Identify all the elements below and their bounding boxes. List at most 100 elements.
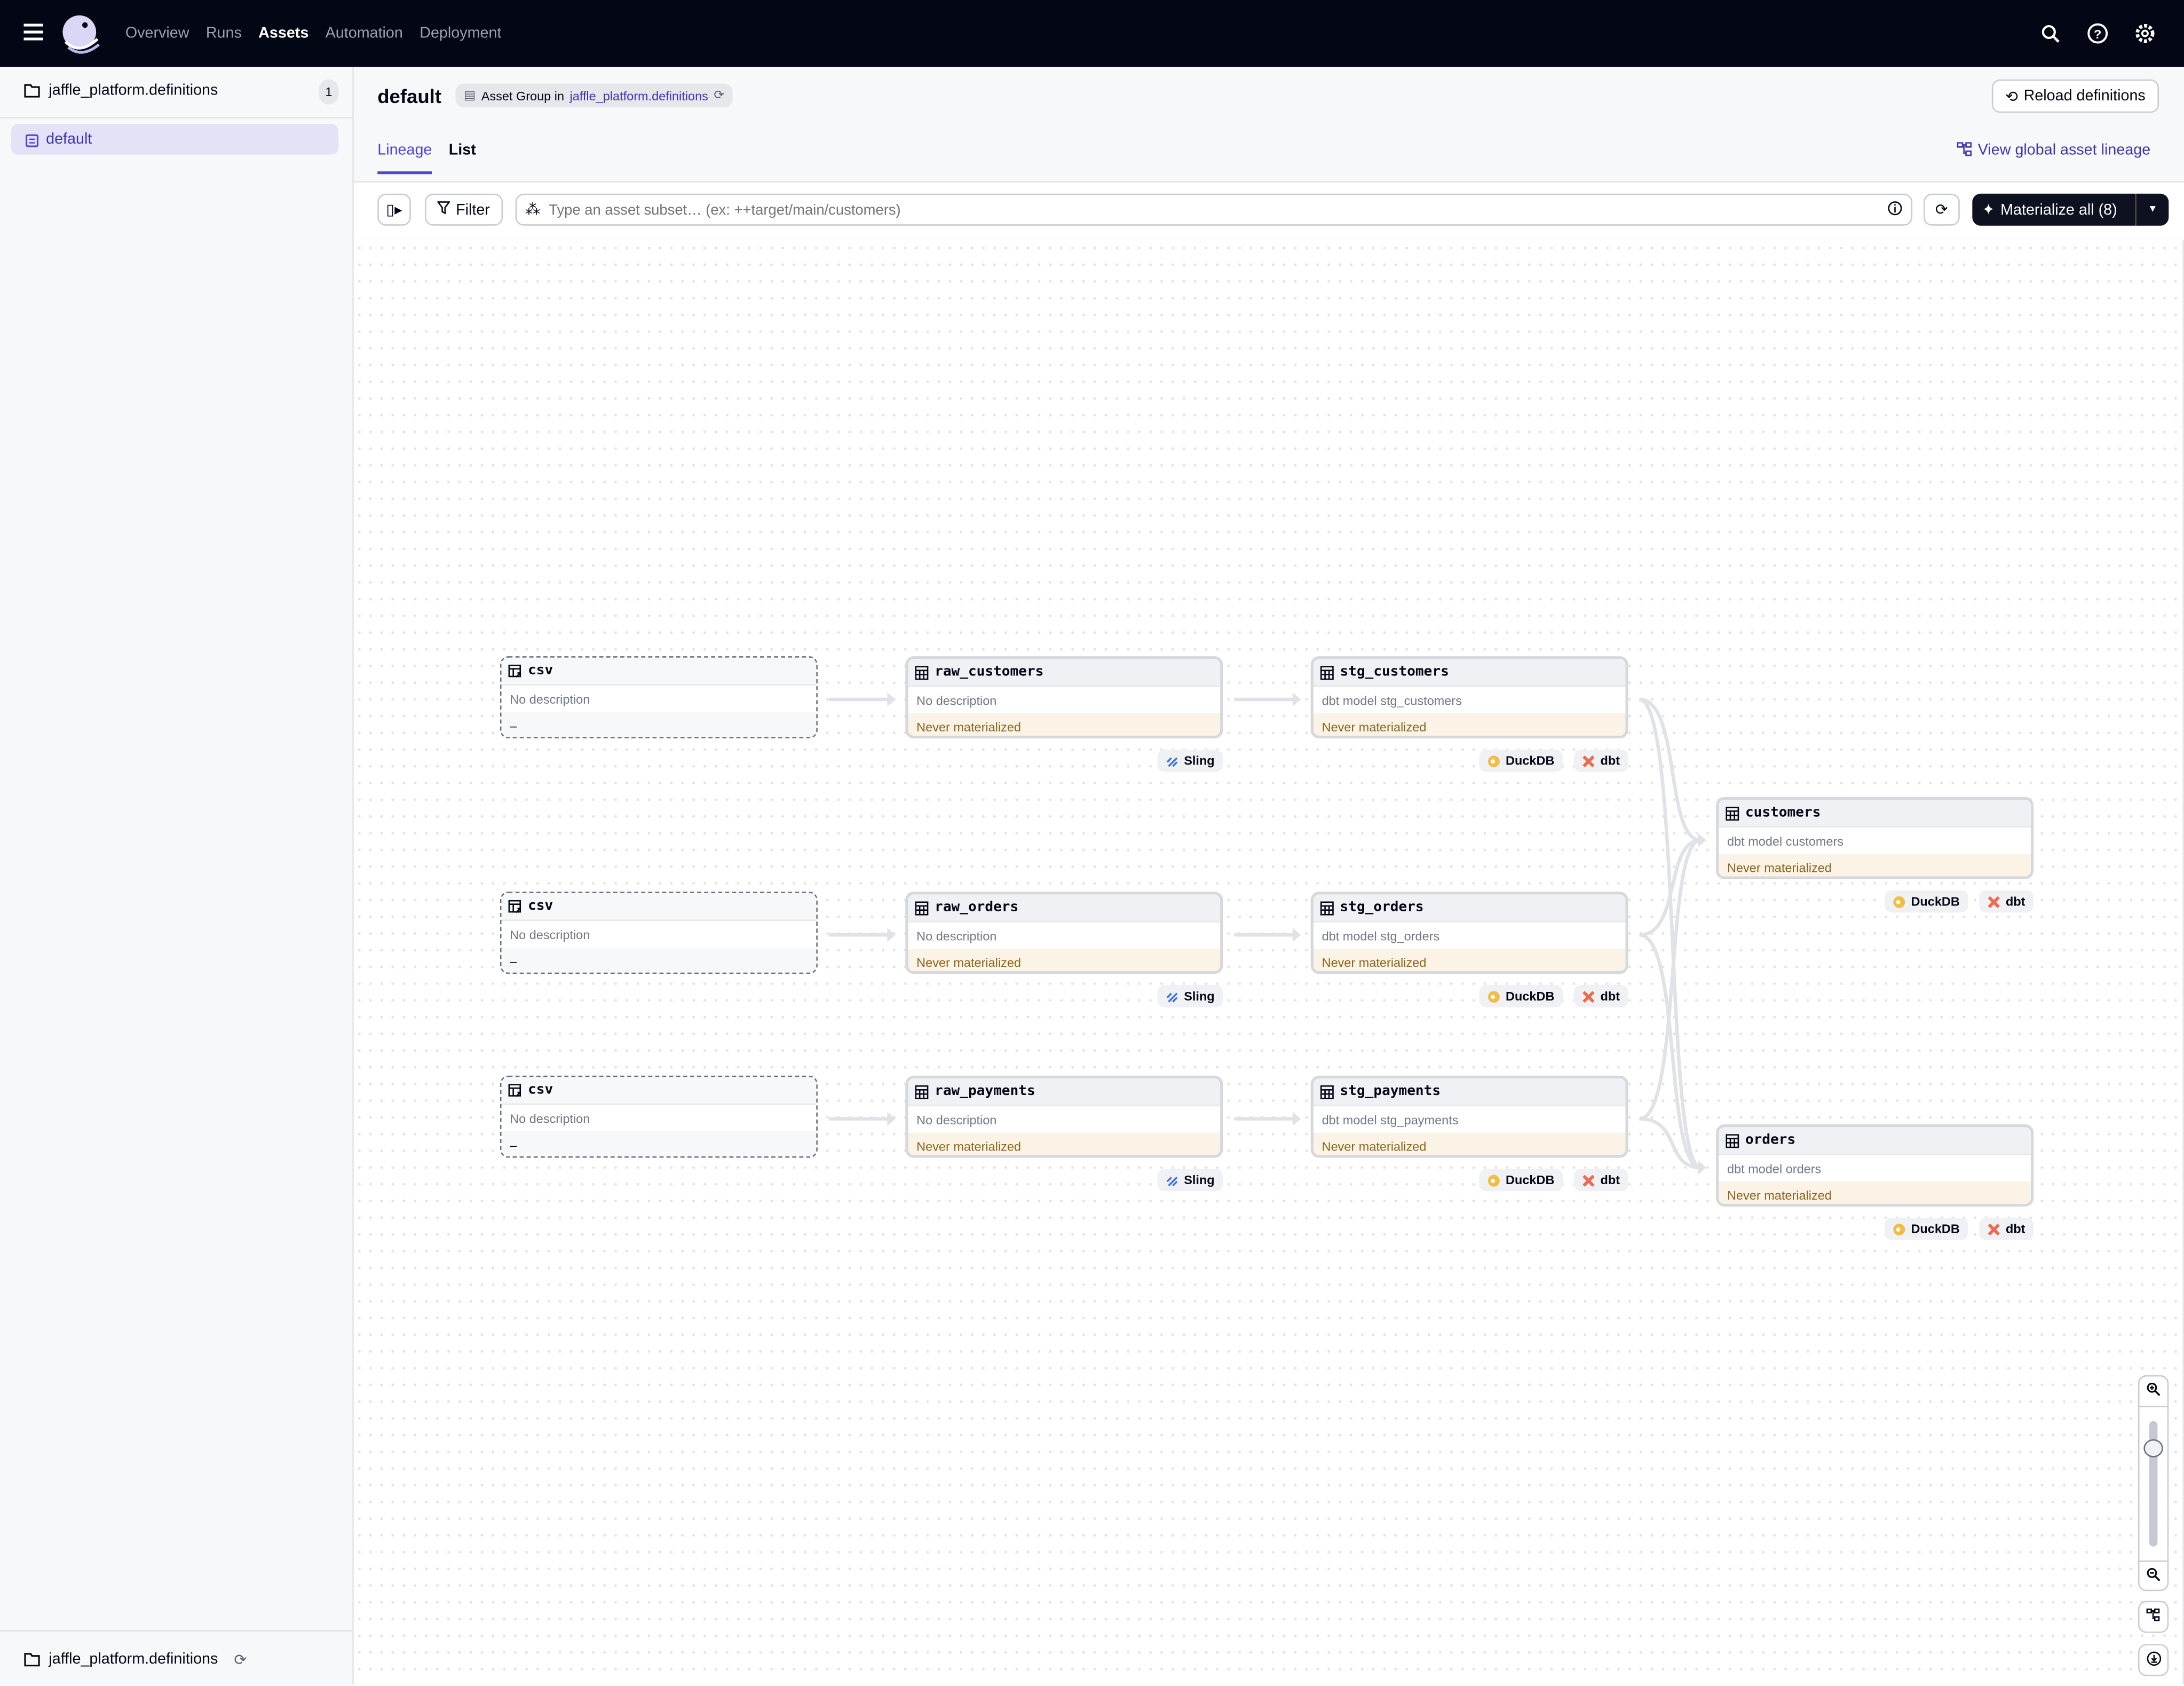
zoom-in-button[interactable] — [2139, 1376, 2167, 1407]
materialization-status: Never materialized — [908, 1132, 1221, 1155]
materialize-all-button[interactable]: ✦ Materialize all (8) — [1972, 193, 2135, 226]
edge-arrowhead — [887, 692, 896, 707]
edge-arrowhead — [887, 928, 896, 942]
asset-description: dbt model stg_orders — [1322, 928, 1440, 943]
fit-layout-button[interactable] — [2138, 1601, 2169, 1633]
search-icon[interactable] — [2040, 23, 2060, 47]
kind-badge-label: DuckDB — [1506, 1173, 1555, 1187]
tab-lineage[interactable]: Lineage — [377, 142, 432, 175]
footer-location-name: jaffle_platform.definitions — [49, 1651, 218, 1668]
asset-node[interactable]: customers dbt model customers Never materi… — [1716, 797, 2034, 879]
code-location-name: jaffle_platform.definitions — [49, 82, 218, 99]
top-navigation: Overview Runs Assets Automation Deployment ? — [0, 0, 2184, 67]
menu-icon[interactable] — [23, 23, 43, 41]
code-location-header[interactable]: jaffle_platform.definitions 1 — [0, 67, 353, 119]
asset-kind-badges: Sling — [905, 750, 1223, 772]
table-icon — [1726, 1133, 1739, 1148]
edge-stg_customers-to-customers — [1639, 697, 1701, 842]
asset-description: dbt model customers — [1727, 833, 1844, 848]
toggle-sidebar-button[interactable]: ▯▸ — [377, 193, 411, 226]
materialization-status: – — [501, 1131, 817, 1157]
nav-automation[interactable]: Automation — [325, 25, 403, 42]
asset-node[interactable]: raw_orders No description Never materializ… — [905, 892, 1223, 974]
duckdb-icon — [1487, 990, 1500, 1002]
reload-definitions-label: Reload definitions — [2023, 88, 2146, 105]
nav-runs[interactable]: Runs — [205, 25, 242, 42]
view-global-lineage-link[interactable]: View global asset lineage — [1957, 142, 2151, 162]
zoom-slider-thumb[interactable] — [2143, 1439, 2163, 1457]
sidebar-item-default[interactable]: default — [11, 124, 339, 155]
kind-badge-duckdb[interactable]: DuckDB — [1884, 1217, 1968, 1240]
zoom-out-button[interactable] — [2139, 1560, 2167, 1591]
settings-gear-icon[interactable] — [2134, 22, 2156, 49]
download-button[interactable] — [2138, 1644, 2169, 1676]
source-asset-node[interactable]: csv No description – — [500, 1075, 818, 1158]
kind-badge-label: dbt — [1600, 753, 1620, 768]
asset-kind-badges: DuckDB dbt — [1311, 1169, 1628, 1192]
kind-badge-duckdb[interactable]: DuckDB — [1479, 1169, 1563, 1192]
materialization-status: Never materialized — [908, 949, 1221, 971]
asset-selection-field[interactable] — [546, 200, 1882, 220]
materialize-options-dropdown[interactable]: ▼ — [2135, 193, 2169, 226]
asset-selection-input[interactable]: ⁂ — [515, 193, 1913, 226]
source-asset-node[interactable]: csv No description – — [500, 656, 818, 739]
kind-badge-sling[interactable]: Sling — [1157, 1169, 1223, 1192]
kind-badge-duckdb[interactable]: DuckDB — [1884, 890, 1968, 913]
dbt-icon — [1988, 895, 2000, 908]
asset-description: No description — [510, 927, 590, 941]
asset-node[interactable]: stg_customers dbt model stg_customers Neve… — [1310, 656, 1628, 739]
svg-text:?: ? — [2094, 27, 2101, 41]
source-asset-node[interactable]: csv No description – — [500, 892, 818, 974]
dbt-icon — [1582, 990, 1595, 1003]
tab-list[interactable]: List — [448, 142, 476, 159]
kind-badge-dbt[interactable]: dbt — [1573, 1169, 1628, 1192]
view-global-lineage-label: View global asset lineage — [1977, 142, 2151, 159]
kind-badge-dbt[interactable]: dbt — [1979, 1217, 2034, 1240]
nav-overview[interactable]: Overview — [125, 25, 189, 42]
lineage-graph-canvas[interactable]: csv No description – csv No description – csv N… — [353, 239, 2184, 1685]
asset-node[interactable]: orders dbt model orders Never materialized — [1716, 1124, 2034, 1207]
panel-expand-icon: ▯▸ — [386, 202, 402, 219]
zoom-controls — [2138, 1375, 2169, 1592]
asset-description: dbt model orders — [1727, 1161, 1822, 1176]
reload-definitions-icon: ⟲ — [2005, 88, 2019, 106]
dagster-logo[interactable] — [60, 14, 101, 60]
help-icon[interactable]: ? — [2086, 22, 2109, 49]
asset-node[interactable]: stg_payments dbt model stg_payments Never … — [1310, 1075, 1628, 1158]
asset-node-header: orders — [1719, 1127, 2031, 1155]
asset-node[interactable]: raw_payments No description Never material… — [905, 1075, 1223, 1158]
asset-node-header: csv — [501, 893, 817, 921]
table-icon — [1320, 665, 1334, 680]
filter-button[interactable]: Filter — [424, 193, 503, 226]
sidebar: jaffle_platform.definitions 1 default ja… — [0, 67, 354, 1685]
info-icon[interactable] — [1887, 200, 1903, 219]
code-location-link[interactable]: jaffle_platform.definitions — [569, 88, 708, 103]
asset-group-icon — [25, 132, 39, 152]
kind-badge-label: Sling — [1184, 753, 1215, 768]
kind-badge-dbt[interactable]: dbt — [1979, 890, 2034, 913]
kind-badge-dbt[interactable]: dbt — [1573, 985, 1628, 1007]
reload-icon[interactable]: ⟳ — [234, 1652, 247, 1669]
sidebar-footer[interactable]: jaffle_platform.definitions ⟳ — [0, 1630, 353, 1685]
kind-badge-sling[interactable]: Sling — [1157, 750, 1223, 772]
asset-kind-badges: DuckDB dbt — [1311, 750, 1628, 772]
materialize-all-label: Materialize all (8) — [2000, 201, 2117, 218]
kind-badge-dbt[interactable]: dbt — [1573, 750, 1628, 772]
asset-description: dbt model stg_customers — [1322, 693, 1462, 707]
reload-icon[interactable]: ⟳ — [714, 88, 725, 102]
nav-assets[interactable]: Assets — [258, 25, 309, 42]
asset-node[interactable]: stg_orders dbt model stg_orders Never mate… — [1310, 892, 1628, 974]
kind-badge-label: Sling — [1184, 989, 1215, 1003]
kind-badge-duckdb[interactable]: DuckDB — [1479, 985, 1563, 1007]
lineage-graph-icon — [1957, 142, 1973, 162]
nav-deployment[interactable]: Deployment — [420, 25, 502, 42]
reload-definitions-button[interactable]: ⟲ Reload definitions — [1991, 79, 2159, 113]
page-title: default — [377, 85, 441, 107]
refresh-button[interactable]: ⟳ — [1923, 193, 1960, 226]
asset-name: csv — [528, 899, 553, 914]
kind-badge-duckdb[interactable]: DuckDB — [1479, 750, 1563, 772]
sling-icon — [1166, 1174, 1178, 1186]
kind-badge-sling[interactable]: Sling — [1157, 985, 1223, 1007]
asset-node[interactable]: raw_customers No description Never materia… — [905, 656, 1223, 739]
table-icon — [915, 1084, 929, 1099]
